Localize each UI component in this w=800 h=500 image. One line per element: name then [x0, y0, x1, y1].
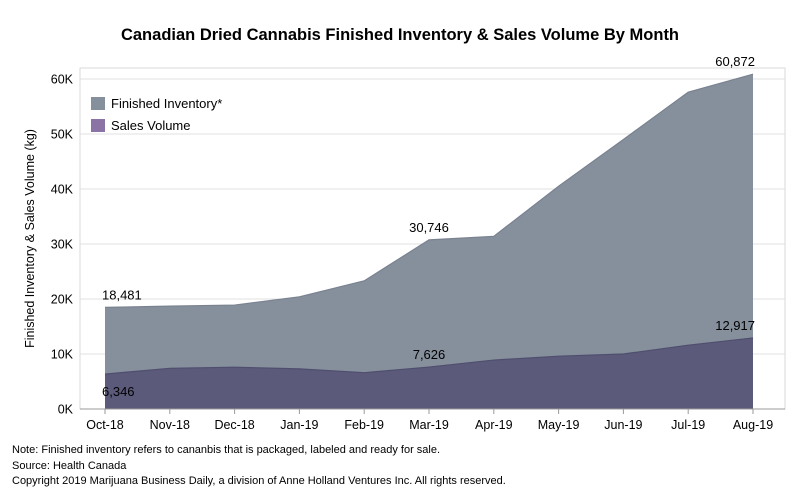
legend: Finished Inventory* Sales Volume [91, 96, 222, 133]
series-line [104, 73, 754, 308]
data-label: 6,346 [102, 384, 135, 399]
series-area-finished-inventory [105, 74, 753, 409]
x-tick-label: Jul-19 [671, 418, 705, 432]
x-tick-label: Apr-19 [475, 418, 513, 432]
axes: Oct-18 Nov-18 Dec-18 Jan-19 Feb-19 Mar-19 Apr-… [23, 73, 785, 432]
data-label: 60,872 [715, 54, 755, 69]
x-tick-label: Jun-19 [604, 418, 642, 432]
legend-label: Sales Volume [111, 118, 191, 133]
data-label: 18,481 [102, 287, 142, 302]
legend-swatch [91, 97, 105, 110]
y-tick-label: 0K [58, 403, 74, 417]
x-tick-label: Jan-19 [280, 418, 318, 432]
series-area-sales-volume [105, 337, 753, 409]
legend-label: Finished Inventory* [111, 96, 222, 111]
data-label: 30,746 [409, 220, 449, 235]
data-label: 12,917 [715, 318, 755, 333]
x-tick-label: Mar-19 [409, 418, 449, 432]
x-tick-label: Aug-19 [733, 418, 773, 432]
chart-title: Canadian Dried Cannabis Finished Invento… [120, 26, 680, 44]
footnote-source: Source: Health Canada [12, 459, 127, 472]
x-tick-label: Nov-18 [150, 418, 190, 432]
x-tick-label: Oct-18 [86, 418, 124, 432]
footnote-note: Note: Finished inventory refers to canan… [12, 444, 441, 456]
y-tick-label: 60K [51, 73, 74, 87]
area-chart: Oct-18 Nov-18 Dec-18 Jan-19 Feb-19 Mar-19 Apr-… [23, 54, 786, 432]
series-line [104, 337, 754, 375]
x-tick-label: Dec-18 [214, 418, 254, 432]
y-tick-label: 20K [51, 293, 74, 307]
x-tick-label: May-19 [538, 418, 580, 432]
y-tick-label: 40K [51, 183, 74, 197]
x-tick-label: Feb-19 [344, 418, 384, 432]
y-tick-label: 50K [51, 128, 74, 142]
footnotes: Note: Finished inventory refers to canan… [12, 443, 506, 490]
y-tick-label: 10K [51, 348, 74, 362]
y-tick-label: 30K [51, 238, 74, 252]
series-areas [104, 73, 754, 409]
y-axis-label: Finished Inventory & Sales Volume (kg) [23, 129, 37, 348]
data-labels: 18,481 30,746 60,872 6,346 7,626 12,917 [102, 54, 755, 399]
footnote-copyright: Copyright 2019 Marijuana Business Daily,… [12, 475, 506, 487]
data-label: 7,626 [413, 347, 446, 362]
legend-swatch [91, 119, 105, 132]
